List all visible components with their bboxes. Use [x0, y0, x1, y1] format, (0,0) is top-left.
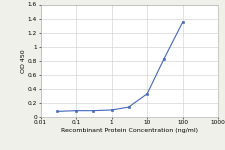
- X-axis label: Recombinant Protein Concentration (ng/ml): Recombinant Protein Concentration (ng/ml…: [61, 128, 198, 133]
- Y-axis label: OD 450: OD 450: [20, 49, 26, 73]
